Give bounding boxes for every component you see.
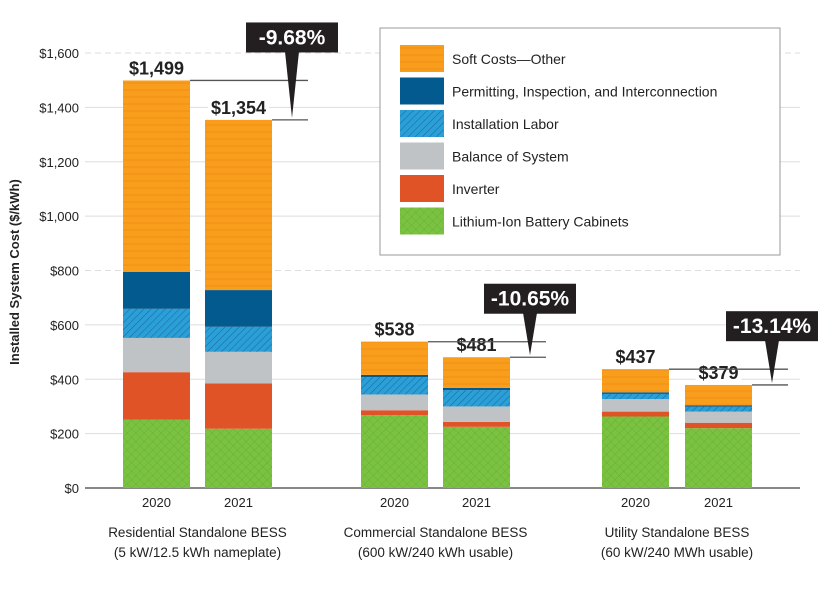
bar-segment-pattern xyxy=(602,369,669,393)
bar-segment-pattern xyxy=(602,416,669,488)
y-tick-label: $400 xyxy=(50,372,79,387)
legend-label: Balance of System xyxy=(452,149,569,165)
legend-swatch-pattern xyxy=(400,110,444,137)
label-background xyxy=(207,97,270,118)
bar-segment-pattern xyxy=(685,384,752,406)
y-tick-label: $1,200 xyxy=(39,155,79,170)
y-axis-label: Installed System Cost ($/kWh) xyxy=(7,179,22,365)
x-tick-label: 2021 xyxy=(704,495,733,510)
bar-segment-permitting-inspection-and-interconnection xyxy=(361,374,428,378)
bar-segment-pattern xyxy=(443,426,510,488)
bar-segment-permitting-inspection-and-interconnection xyxy=(123,271,190,309)
bar-segment-pattern xyxy=(685,428,752,488)
bar-segment-inverter xyxy=(443,421,510,427)
bar-segment-pattern xyxy=(205,428,272,488)
label-background xyxy=(125,58,188,79)
bar-segment-permitting-inspection-and-interconnection xyxy=(205,290,272,327)
total-label: $1,499 xyxy=(129,58,184,78)
y-tick-label: $600 xyxy=(50,318,79,333)
group-sublabel: (600 kW/240 kWh usable) xyxy=(358,545,513,560)
bar-segment-balance-of-system xyxy=(361,394,428,411)
group-sublabel: (60 kW/240 MWh usable) xyxy=(601,545,753,560)
group-sublabel: (5 kW/12.5 kWh nameplate) xyxy=(114,545,281,560)
bar-segment-pattern xyxy=(123,419,190,488)
legend-label: Lithium-Ion Battery Cabinets xyxy=(452,214,629,230)
total-label: $437 xyxy=(615,347,655,367)
total-label: $379 xyxy=(698,363,738,383)
label-background xyxy=(695,362,742,383)
bar-segment-balance-of-system xyxy=(123,337,190,373)
bar-segment-inverter xyxy=(602,411,669,417)
legend-label: Inverter xyxy=(452,181,500,197)
bar-segment-pattern xyxy=(123,308,190,338)
group-label: Residential Standalone BESS xyxy=(108,525,287,540)
bar-segment-inverter xyxy=(361,410,428,416)
bar-segment-inverter xyxy=(685,422,752,429)
y-tick-label: $800 xyxy=(50,264,79,279)
bar-segment-pattern xyxy=(361,341,428,375)
change-callout xyxy=(246,22,338,53)
x-tick-label: 2021 xyxy=(224,495,253,510)
callout-pointer xyxy=(523,312,537,356)
callout-pointer xyxy=(285,51,299,118)
legend-swatch-pattern xyxy=(400,45,444,72)
callout-pointer xyxy=(765,340,779,383)
bar-segment-pattern xyxy=(443,390,510,407)
change-callout xyxy=(726,311,818,342)
total-label: $538 xyxy=(374,320,414,340)
label-background xyxy=(612,347,659,368)
y-tick-label: $1,000 xyxy=(39,209,79,224)
bar-segment-inverter xyxy=(205,383,272,429)
bar-segment-balance-of-system xyxy=(685,411,752,423)
legend-box xyxy=(379,27,781,256)
y-tick-label: $1,400 xyxy=(39,100,79,115)
x-tick-label: 2021 xyxy=(462,495,491,510)
legend-swatch xyxy=(400,142,444,170)
bar-segment-inverter xyxy=(123,372,190,420)
bar-segment-pattern xyxy=(443,357,510,388)
change-percent-label: -10.65% xyxy=(491,288,570,311)
bar-segment-pattern xyxy=(685,406,752,412)
bar-segment-pattern xyxy=(123,80,190,272)
bar-segment-balance-of-system xyxy=(205,351,272,384)
legend-label: Permitting, Inspection, and Interconnect… xyxy=(452,84,717,100)
bar-segment-pattern xyxy=(602,393,669,400)
total-label: $481 xyxy=(456,335,496,355)
legend-label: Soft Costs—Other xyxy=(452,51,566,67)
bar-segment-permitting-inspection-and-interconnection xyxy=(602,392,669,394)
bar-segment-balance-of-system xyxy=(602,399,669,412)
bar-segment-balance-of-system xyxy=(443,406,510,422)
total-label: $1,354 xyxy=(211,98,266,118)
legend-swatch-pattern xyxy=(400,207,444,235)
y-tick-label: $0 xyxy=(65,481,79,496)
bar-segment-permitting-inspection-and-interconnection xyxy=(685,405,752,407)
x-tick-label: 2020 xyxy=(380,495,409,510)
label-background xyxy=(453,335,500,356)
label-background xyxy=(371,319,418,340)
group-label: Commercial Standalone BESS xyxy=(344,525,528,540)
group-label: Utility Standalone BESS xyxy=(605,525,750,540)
change-callout xyxy=(484,283,576,314)
bar-segment-pattern xyxy=(205,326,272,352)
bar-segment-permitting-inspection-and-interconnection xyxy=(443,387,510,391)
change-percent-label: -9.68% xyxy=(259,26,326,49)
y-tick-label: $200 xyxy=(50,427,79,442)
x-tick-label: 2020 xyxy=(142,495,171,510)
bar-segment-pattern xyxy=(361,415,428,488)
y-tick-label: $1,600 xyxy=(39,46,79,61)
change-percent-label: -13.14% xyxy=(733,315,812,338)
bar-segment-pattern xyxy=(205,119,272,291)
legend-swatch xyxy=(400,77,444,105)
bar-segment-pattern xyxy=(361,377,428,395)
legend-swatch xyxy=(400,175,444,202)
legend-label: Installation Labor xyxy=(452,116,559,132)
x-tick-label: 2020 xyxy=(621,495,650,510)
